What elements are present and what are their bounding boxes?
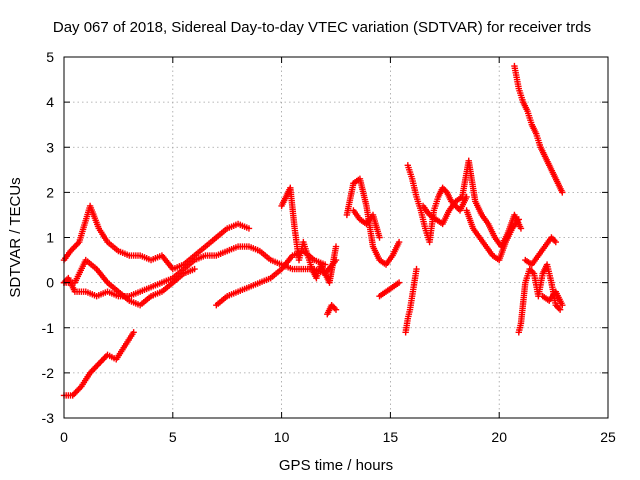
data-point [376,234,383,241]
y-axis-label: SDTVAR / TECUs [7,177,24,297]
series-trend-g [324,301,340,318]
data-point [559,189,566,196]
chart-title: Day 067 of 2018, Sidereal Day-to-day VTE… [53,19,591,36]
y-tick-label: 0 [46,275,54,291]
series-trend-k [402,265,420,336]
series-trend-j [376,279,403,300]
y-tick-label: -2 [42,365,55,381]
series-trend-n [463,207,522,264]
data-point [395,279,403,286]
x-tick-label: 0 [60,429,68,445]
series-trend-r [539,288,566,309]
series-trend-o [511,62,566,196]
data-point [515,216,522,223]
x-tick-label: 15 [383,429,399,445]
y-tick-label: -1 [42,320,55,336]
series-trend-h [343,175,403,268]
series-trend-q [522,234,559,268]
data-point [559,301,566,309]
x-tick-label: 20 [491,429,507,445]
data-point [332,306,340,313]
x-tick-label: 25 [600,429,616,445]
data-point [332,243,340,250]
data-point [556,306,564,313]
data-points [60,62,566,399]
series-trend-b [60,202,253,273]
y-tick-label: 4 [46,94,54,110]
y-tick-label: 2 [46,184,54,200]
data-point [552,238,559,246]
series-trend-i [350,207,383,241]
y-tick-label: -3 [42,410,55,426]
axis-ticks: 0 5 10 15 20 25 -3 -2 -1 0 1 2 3 4 5 [42,49,616,445]
x-tick-label: 5 [169,429,177,445]
data-point [517,225,525,232]
y-tick-label: 3 [46,139,54,155]
data-point [245,225,253,232]
y-tick-label: 1 [46,230,54,246]
x-axis-label: GPS time / hours [279,457,393,474]
series-trend-l [404,162,470,246]
series-trend-f [278,184,340,286]
data-point [395,238,403,246]
y-tick-label: 5 [46,49,54,65]
x-tick-label: 10 [274,429,290,445]
series-trend-d [60,329,137,399]
data-point [130,329,137,336]
grid [64,57,608,418]
series-trend-p [515,261,564,336]
data-point [191,265,198,273]
data-point [413,265,420,273]
